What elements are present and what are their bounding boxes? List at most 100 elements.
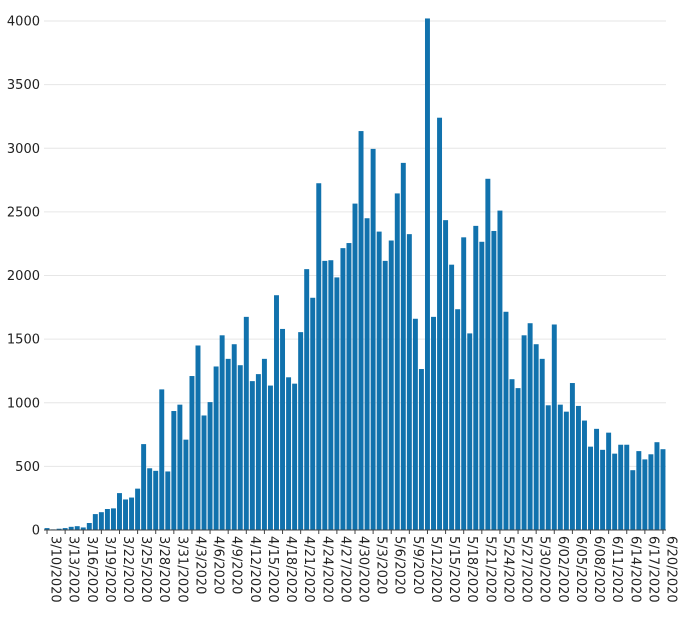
bar xyxy=(575,405,581,530)
x-tick-label: 6/14/2020 xyxy=(627,536,642,603)
bar xyxy=(68,526,74,530)
bar xyxy=(346,243,352,531)
bar xyxy=(563,411,569,530)
bar xyxy=(479,241,485,530)
x-axis-tick-labels: 3/10/2020 3/13/2020 3/16/2020 3/19/2020 3/22… xyxy=(48,536,679,603)
bar xyxy=(352,203,358,530)
x-tick-label: 3/13/2020 xyxy=(66,536,81,603)
bar xyxy=(364,218,370,531)
bar xyxy=(135,488,141,530)
x-tick-label: 5/6/2020 xyxy=(392,536,407,594)
x-tick-label: 3/22/2020 xyxy=(120,536,135,603)
y-tick-label: 1000 xyxy=(7,396,40,411)
x-tick-label: 5/21/2020 xyxy=(482,536,497,603)
x-tick-label: 6/02/2020 xyxy=(555,536,570,603)
bar xyxy=(557,404,563,530)
bar xyxy=(104,509,110,530)
y-tick-label: 0 xyxy=(32,524,40,539)
bar xyxy=(237,365,243,530)
bar xyxy=(225,358,231,530)
bar xyxy=(80,527,86,530)
bar xyxy=(141,444,147,530)
bar xyxy=(328,260,334,530)
bar xyxy=(630,470,636,530)
bar xyxy=(642,459,648,530)
bar xyxy=(551,324,557,530)
bar xyxy=(129,497,135,530)
bar xyxy=(274,295,279,530)
bar xyxy=(588,446,593,530)
bar xyxy=(461,237,467,530)
bar xyxy=(98,512,104,530)
y-tick-label: 500 xyxy=(15,460,40,475)
bar xyxy=(370,148,376,530)
bar xyxy=(473,225,479,530)
x-tick-label: 3/28/2020 xyxy=(156,536,171,603)
x-tick-label: 4/21/2020 xyxy=(301,536,316,603)
bar xyxy=(406,234,412,530)
bar xyxy=(316,183,322,531)
bar xyxy=(201,415,207,530)
bar xyxy=(491,230,497,530)
bar xyxy=(147,468,153,530)
bar xyxy=(503,311,509,530)
bar xyxy=(376,231,382,530)
bar xyxy=(231,344,237,530)
bar xyxy=(431,316,436,530)
bar xyxy=(437,117,443,531)
bar xyxy=(153,470,159,530)
x-tick-label: 6/17/2020 xyxy=(645,536,660,603)
bar xyxy=(219,335,225,530)
bar xyxy=(467,333,473,530)
bar xyxy=(123,499,128,530)
bar xyxy=(292,383,298,530)
bar xyxy=(183,439,189,530)
bar xyxy=(382,260,388,530)
y-tick-label: 2000 xyxy=(7,269,40,284)
bar xyxy=(334,277,340,530)
bar xyxy=(449,264,455,530)
bar xyxy=(582,420,587,530)
bar xyxy=(600,449,606,530)
bar xyxy=(165,471,171,530)
x-tick-label: 4/9/2020 xyxy=(229,536,244,594)
bar xyxy=(86,523,92,530)
bar xyxy=(424,18,430,531)
x-tick-label: 3/19/2020 xyxy=(102,536,117,603)
x-tick-label: 3/31/2020 xyxy=(174,536,189,603)
bar xyxy=(394,193,400,531)
bar xyxy=(117,493,122,530)
bar xyxy=(189,376,195,530)
bar xyxy=(171,411,177,530)
bar xyxy=(62,528,68,530)
x-tick-label: 5/18/2020 xyxy=(464,536,479,603)
bar xyxy=(606,432,612,530)
bar xyxy=(443,220,449,530)
x-tick-label: 4/12/2020 xyxy=(247,536,262,603)
bar xyxy=(515,388,521,530)
bar xyxy=(110,508,116,530)
bar xyxy=(418,369,424,530)
bar xyxy=(569,383,575,530)
bar xyxy=(243,316,249,530)
bar xyxy=(255,374,261,530)
x-tick-label: 4/3/2020 xyxy=(192,536,207,594)
x-tick-label: 4/24/2020 xyxy=(319,536,334,603)
bar xyxy=(594,428,600,530)
bar xyxy=(624,444,630,530)
bar xyxy=(654,442,660,530)
y-tick-label: 1500 xyxy=(7,333,40,348)
bar xyxy=(533,344,539,530)
x-tick-label: 5/12/2020 xyxy=(428,536,443,603)
bar xyxy=(340,248,346,530)
bar xyxy=(358,131,364,530)
x-tick-label: 6/20/2020 xyxy=(663,536,678,603)
x-tick-label: 3/10/2020 xyxy=(48,536,63,603)
bar xyxy=(74,526,80,530)
bar xyxy=(207,402,213,530)
bar xyxy=(618,444,624,530)
bar xyxy=(177,404,183,530)
bar xyxy=(388,240,394,530)
